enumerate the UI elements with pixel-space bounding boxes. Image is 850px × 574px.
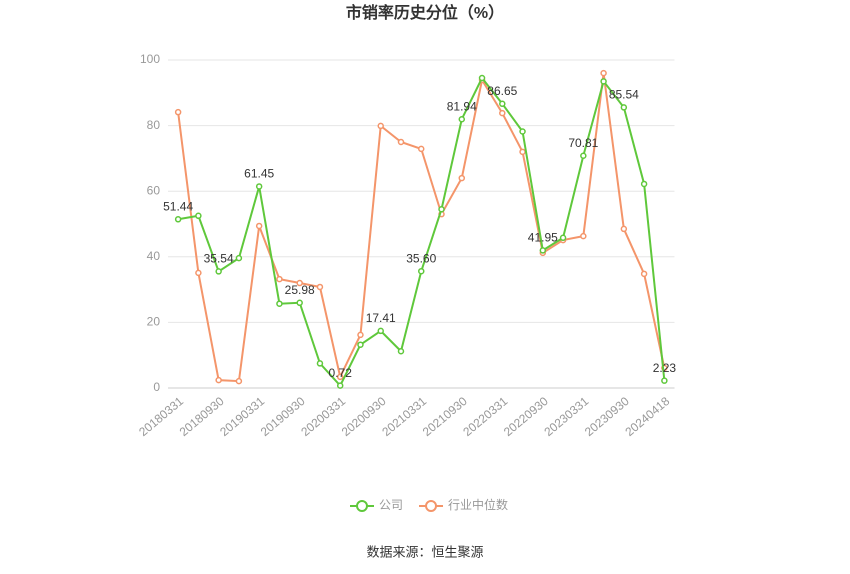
point (336, 373, 344, 381)
source: 数据来源：恒生聚源 (366, 544, 483, 559)
data-label: 81.94 (447, 99, 477, 113)
data-label: 25.98 (285, 283, 315, 297)
point (600, 78, 607, 85)
point (499, 109, 506, 117)
legend-marker (356, 500, 368, 512)
data-label: 35.60 (406, 251, 436, 265)
point (357, 341, 364, 348)
y-tick-label: 60 (147, 183, 161, 197)
series-line (177, 76, 666, 388)
point (316, 283, 324, 291)
point (478, 74, 486, 82)
point (195, 212, 202, 220)
data-label: 2.23 (653, 361, 677, 375)
y-tick-label: 80 (147, 118, 161, 132)
legend-marker (425, 500, 438, 512)
y-tick-label: 0 (153, 380, 160, 394)
point (640, 270, 648, 278)
legend-label: 公司 (379, 498, 403, 512)
point (255, 222, 263, 230)
point (397, 138, 405, 146)
data-label: 70.81 (568, 136, 598, 150)
point (276, 275, 283, 283)
point (580, 152, 587, 159)
point (580, 232, 587, 240)
y-tick-label: 20 (147, 315, 161, 329)
point (174, 216, 182, 223)
point (519, 148, 526, 156)
point (418, 267, 425, 275)
point (377, 122, 384, 130)
point (276, 300, 283, 307)
y-tick-label: 100 (140, 52, 160, 66)
point (661, 377, 668, 384)
point (195, 269, 202, 277)
point (255, 183, 263, 190)
point (458, 174, 466, 182)
point (519, 128, 526, 135)
data-label: 35.54 (204, 252, 234, 266)
data-label: 61.45 (244, 167, 274, 181)
point (296, 299, 303, 307)
point (215, 376, 222, 384)
point (620, 225, 628, 233)
point (397, 348, 405, 355)
point (377, 327, 384, 335)
point (215, 268, 222, 275)
point (458, 115, 466, 123)
data-label: 41.95 (528, 231, 558, 245)
series-line (177, 72, 666, 383)
data-label: 86.65 (487, 84, 517, 98)
point (316, 360, 324, 367)
point (296, 279, 303, 287)
point (336, 382, 344, 389)
point (438, 205, 445, 213)
point (357, 331, 364, 339)
y-tick-label: 40 (147, 249, 161, 263)
data-label: 17.41 (366, 311, 396, 325)
point (499, 100, 506, 108)
data-label: 85.54 (609, 88, 639, 102)
chart-title: 市销率历史分位（%） (346, 3, 504, 22)
point (235, 377, 243, 385)
legend-label: 行业中位数 (448, 497, 508, 512)
point (174, 108, 182, 116)
point (418, 145, 425, 153)
x-tick-label: 20240418 (622, 394, 672, 439)
point (559, 234, 567, 242)
data-label: 0.72 (329, 366, 353, 380)
point (640, 180, 648, 188)
point (600, 69, 607, 77)
point (235, 254, 243, 262)
data-label: 51.44 (163, 199, 193, 213)
point (620, 104, 628, 111)
point (539, 247, 547, 254)
